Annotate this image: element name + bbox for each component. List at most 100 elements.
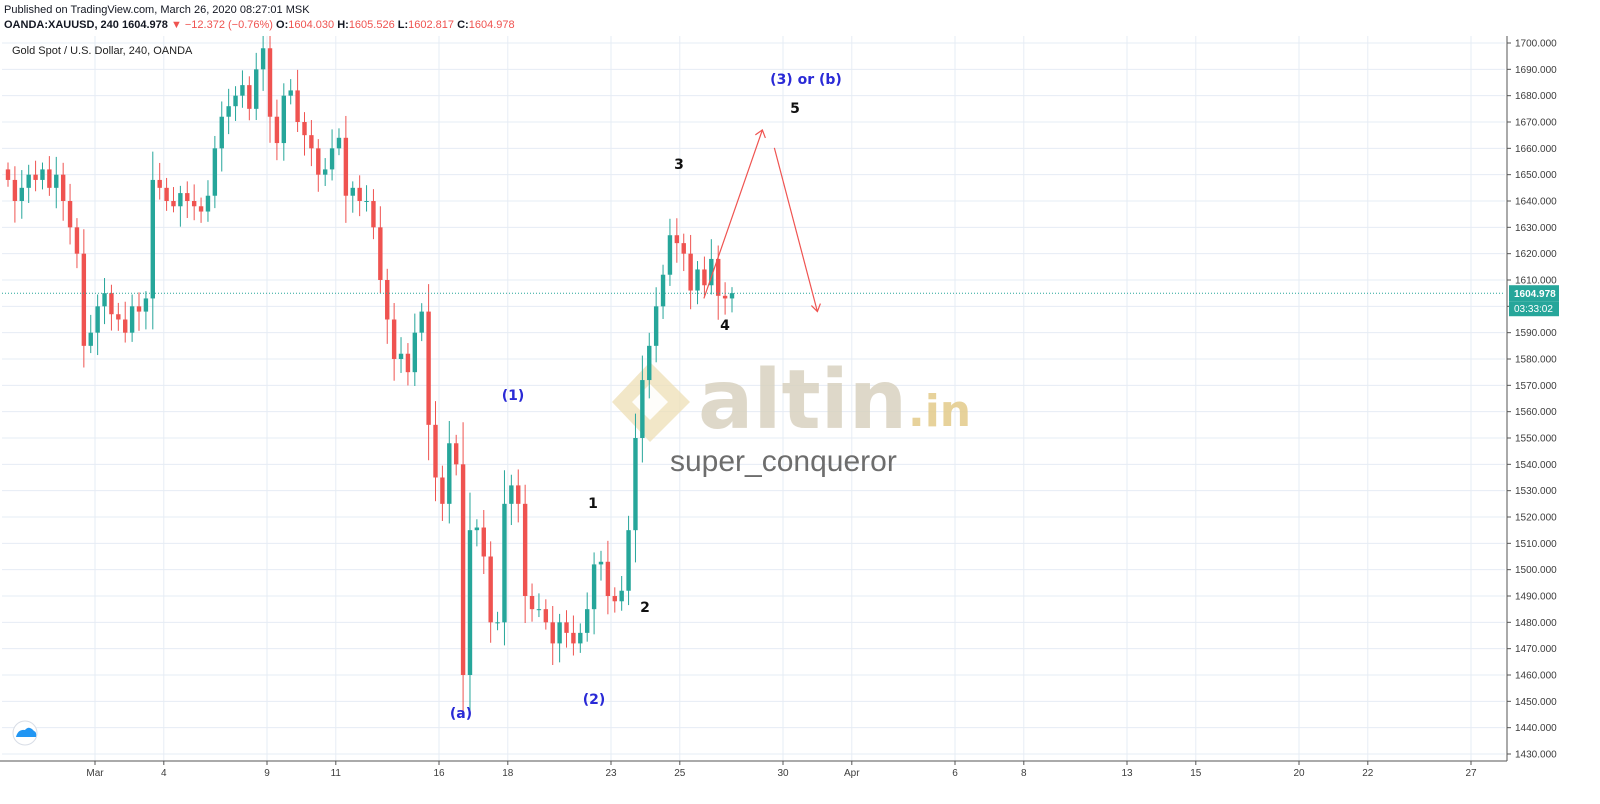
- price-tick-label: 1660.000: [1515, 144, 1557, 155]
- high-label: H:: [337, 19, 349, 31]
- candle-body: [233, 95, 238, 107]
- price-tick-label: 1560.000: [1515, 407, 1557, 418]
- candle-body: [681, 243, 686, 254]
- candle-body: [667, 235, 673, 275]
- candle-body: [405, 353, 411, 373]
- time-tick-label: 23: [605, 768, 617, 779]
- candle-body: [136, 306, 142, 312]
- candle-body: [509, 485, 514, 504]
- candle-body: [398, 353, 404, 359]
- time-tick-label: Apr: [844, 768, 860, 779]
- candle-body: [157, 179, 162, 188]
- candle-body: [702, 269, 707, 286]
- candle-body: [281, 95, 287, 144]
- candle-body: [660, 274, 666, 307]
- candle-body: [143, 298, 149, 312]
- candle-body: [26, 174, 31, 188]
- candle-body: [598, 561, 604, 565]
- price-tick-label: 1500.000: [1515, 565, 1557, 576]
- candle-body: [67, 201, 73, 228]
- candle-body: [467, 530, 473, 675]
- price-tick-label: 1480.000: [1515, 618, 1557, 629]
- time-tick-label: 11: [331, 768, 342, 779]
- candle-body: [123, 319, 128, 333]
- watermark-author: super_conqueror: [670, 445, 897, 478]
- time-tick-label: 22: [1362, 768, 1374, 779]
- symbol-label: OANDA:XAUUSD, 240: [4, 19, 119, 31]
- candle-body: [426, 311, 431, 425]
- candle-body: [495, 622, 500, 624]
- candle-body: [350, 187, 355, 196]
- candle-body: [716, 258, 721, 296]
- last-price-badge-text: 1604.978: [1514, 289, 1556, 300]
- time-tick-label: Mar: [86, 768, 104, 779]
- candle-body: [329, 148, 335, 170]
- candle-body: [274, 116, 280, 144]
- grid: [2, 36, 1505, 761]
- candle-body: [591, 564, 597, 610]
- price-tick-label: 1580.000: [1515, 355, 1557, 366]
- candle-body: [578, 632, 583, 644]
- candle-body: [295, 90, 300, 122]
- candle-body: [74, 227, 80, 254]
- wave-label: 2: [640, 600, 650, 616]
- candle-body: [557, 622, 562, 644]
- price-tick-label: 1670.000: [1515, 118, 1557, 129]
- time-axis[interactable]: Mar 4 9 11 16 18 23 25 30 Apr 6 8 13 15 20 22 27: [0, 760, 1507, 779]
- candle-body: [81, 253, 87, 346]
- wave-labels: (a) (1) (2) 1 2 3 4 5 (3) or (b): [450, 72, 842, 722]
- candle-body: [54, 174, 59, 188]
- time-tick-label: 4: [161, 768, 167, 779]
- time-tick-label: 18: [502, 768, 514, 779]
- candle-body: [47, 169, 52, 188]
- candle-body: [240, 85, 245, 96]
- chart-symbol-title: Gold Spot / U.S. Dollar, 240, OANDA: [12, 45, 193, 57]
- price-tick-label: 1490.000: [1515, 592, 1557, 603]
- candle-body: [433, 424, 438, 478]
- candle-body: [412, 332, 418, 373]
- candle-body: [722, 295, 728, 299]
- price-axis[interactable]: 1430.000 1440.000 1450.000 1460.000 1470.000…: [1506, 36, 1559, 761]
- countdown-badge: [1509, 301, 1559, 317]
- countdown-badge-text: 03:33:02: [1514, 304, 1553, 315]
- candle-body: [185, 193, 190, 201]
- tradingview-logo[interactable]: [12, 720, 38, 746]
- candle-body: [226, 106, 231, 117]
- watermark-brand: altin: [698, 353, 907, 448]
- candle-body: [343, 137, 349, 196]
- price-tick-label: 1450.000: [1515, 697, 1557, 708]
- price-tick-label: 1570.000: [1515, 381, 1557, 392]
- candle-body: [88, 332, 93, 346]
- time-tick-label: 16: [433, 768, 445, 779]
- candle-body: [302, 122, 307, 136]
- price-chart[interactable]: altin .in super_conqueror (a)(1)(2)12345…: [0, 36, 1600, 804]
- candle-body: [709, 258, 714, 286]
- candle-body: [695, 269, 700, 291]
- candle-body: [440, 477, 445, 504]
- price-tick-label: 1470.000: [1515, 644, 1557, 655]
- candle-body: [191, 201, 197, 207]
- price-tick-label: 1680.000: [1515, 91, 1557, 102]
- published-line: Published on TradingView.com, March 26, …: [4, 4, 310, 16]
- candle-body: [33, 174, 38, 180]
- low-label: L:: [397, 19, 409, 31]
- candle-body: [267, 48, 273, 117]
- time-tick-label: 6: [952, 768, 958, 779]
- candle-body: [564, 622, 569, 633]
- candle-body: [109, 293, 114, 315]
- watermark: altin .in super_conqueror: [612, 353, 971, 478]
- candle-body: [522, 503, 528, 596]
- wave-label: (1): [502, 388, 525, 404]
- low-value: 1602.817: [408, 19, 455, 31]
- time-tick-label: 25: [674, 768, 686, 779]
- candle-body: [550, 622, 555, 644]
- candle-body: [150, 179, 155, 299]
- price-tick-label: 1690.000: [1515, 65, 1557, 76]
- candle-body: [247, 85, 252, 109]
- candle-body: [102, 293, 107, 307]
- wave-label: (2): [583, 692, 606, 708]
- wave-label: 3: [674, 157, 684, 173]
- candle-body: [336, 137, 342, 149]
- close-label: C:: [457, 19, 469, 31]
- arrow-head-up: [755, 128, 766, 139]
